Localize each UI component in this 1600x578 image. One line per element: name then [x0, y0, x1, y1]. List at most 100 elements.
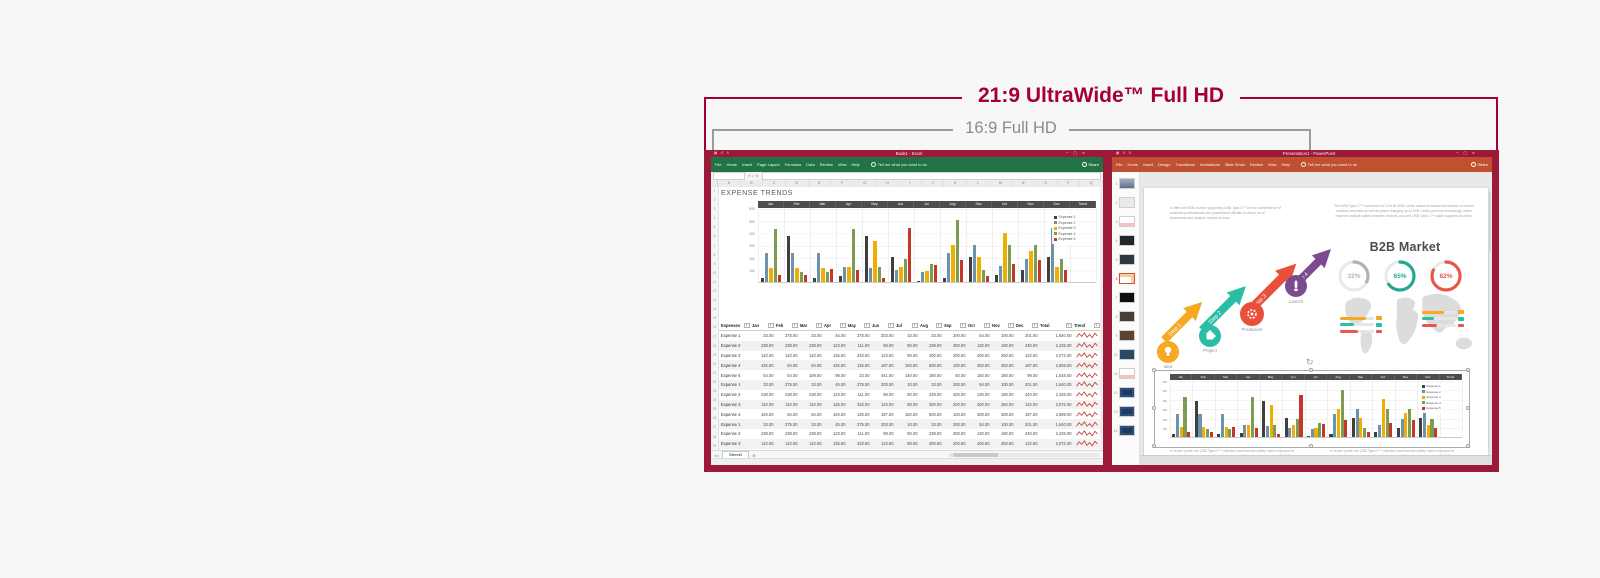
excel-formula-input[interactable] [761, 172, 1101, 180]
ribbon-tab-review[interactable]: Review [819, 162, 833, 167]
table-header-cell[interactable]: Jul ▾ [896, 322, 920, 329]
ppt-expense-chart[interactable]: Jan Feb Mar Apr May Jun Jul Aug Sep Oct Nov Dec Tren… [1158, 374, 1464, 444]
slide-thumbnail-13[interactable]: 13 [1112, 402, 1139, 421]
slide-thumbnail-2[interactable]: 2 [1112, 193, 1139, 212]
row-number[interactable]: 26 [712, 416, 717, 421]
rotate-handle-icon[interactable]: ↻ [1306, 357, 1314, 367]
slide-thumbnail-7[interactable]: 7 [1112, 288, 1139, 307]
column-header-O[interactable]: O [1035, 180, 1058, 187]
row-number[interactable]: 12 [712, 289, 717, 294]
slide-thumbnail-10[interactable]: 10 [1112, 345, 1139, 364]
excel-expense-chart[interactable]: EXPENSE TRENDS Jan Feb Mar Apr May Jun Jul Aug S… [719, 188, 1101, 318]
row-number[interactable]: 19 [712, 352, 717, 357]
row-number[interactable]: 24 [712, 398, 717, 403]
excel-share-button[interactable]: Share [1081, 162, 1099, 167]
row-number[interactable]: 27 [712, 425, 717, 430]
table-header-cell[interactable]: Expenses ▾ [719, 322, 752, 329]
add-sheet-button[interactable]: ⊕ [752, 452, 756, 458]
row-number[interactable]: 21 [712, 370, 717, 375]
ribbon-tab-design[interactable]: Design [1158, 162, 1171, 167]
filter-dropdown-icon[interactable]: ▾ [983, 322, 990, 329]
column-header-P[interactable]: P [1058, 180, 1081, 187]
selection-handle[interactable] [1465, 405, 1471, 411]
column-header-L[interactable]: L [967, 180, 990, 187]
select-all-corner[interactable] [711, 180, 718, 187]
row-number[interactable]: 14 [712, 307, 717, 312]
filter-dropdown-icon[interactable]: ▾ [911, 322, 918, 329]
column-header-G[interactable]: G [854, 180, 877, 187]
selection-handle[interactable] [1151, 443, 1157, 449]
column-header-D[interactable]: D [786, 180, 809, 187]
filter-dropdown-icon[interactable]: ▾ [791, 322, 798, 329]
ribbon-tab-file[interactable]: File [1116, 162, 1123, 167]
slide-thumbnail-8[interactable]: 8 [1112, 307, 1139, 326]
slide-thumbnail-3[interactable]: 3 [1112, 212, 1139, 231]
excel-horizontal-scrollbar[interactable] [949, 453, 1099, 457]
slide-thumbnail-6[interactable]: 6 [1112, 269, 1139, 288]
slide-thumbnail-1[interactable]: 1 [1112, 174, 1139, 193]
ribbon-tab-review[interactable]: Review [1249, 162, 1263, 167]
excel-row-numbers[interactable]: 1 2 3 4 5 6 7 8 9 10 11 12 13 14 15 16 17 18 19 20 21 22 23 24 2… [711, 187, 719, 451]
ribbon-tab-home[interactable]: Home [1127, 162, 1139, 167]
row-number[interactable]: 3 [713, 207, 716, 212]
row-number[interactable]: 8 [713, 252, 716, 257]
selection-handle[interactable] [1465, 443, 1471, 449]
table-header-cell[interactable]: Mar ▾ [800, 322, 824, 329]
filter-dropdown-icon[interactable]: ▾ [1065, 322, 1072, 329]
row-number[interactable]: 2 [713, 198, 716, 203]
excel-name-box[interactable] [713, 172, 745, 180]
table-header-cell[interactable]: Nov ▾ [992, 322, 1016, 329]
ribbon-tab-home[interactable]: Home [726, 162, 738, 167]
table-header-cell[interactable]: May ▾ [848, 322, 872, 329]
ppt-tell-me[interactable]: Tell me what you want to do [1300, 161, 1357, 168]
ribbon-tab-transitions[interactable]: Transitions [1175, 162, 1196, 167]
column-header-C[interactable]: C [763, 180, 786, 187]
ribbon-tab-animations[interactable]: Animations [1200, 162, 1220, 167]
excel-window-controls[interactable]: ─ ▢ ✕ [1066, 151, 1087, 155]
column-header-F[interactable]: F [831, 180, 854, 187]
ribbon-tab-data[interactable]: Data [806, 162, 815, 167]
row-number[interactable]: 25 [712, 407, 717, 412]
selection-handle[interactable] [1151, 405, 1157, 411]
ribbon-tab-view[interactable]: View [837, 162, 847, 167]
selection-handle[interactable] [1308, 367, 1314, 373]
filter-dropdown-icon[interactable]: ▾ [767, 322, 774, 329]
ribbon-tab-view[interactable]: View [1267, 162, 1277, 167]
column-header-H[interactable]: H [876, 180, 900, 187]
ribbon-tab-help[interactable]: Help [851, 162, 860, 167]
table-header-cell[interactable]: Feb ▾ [776, 322, 800, 329]
row-number[interactable]: 10 [712, 270, 717, 275]
row-number[interactable]: 23 [712, 389, 717, 394]
selection-handle[interactable] [1151, 367, 1157, 373]
excel-quick-access-toolbar[interactable]: ▦ ↺ ↻ [714, 151, 731, 155]
column-header-A[interactable]: A [718, 180, 741, 187]
filter-dropdown-icon[interactable]: ▾ [935, 322, 942, 329]
column-header-K[interactable]: K [944, 180, 968, 187]
row-number[interactable]: 1 [713, 189, 716, 193]
row-number[interactable]: 4 [713, 216, 716, 221]
slide-thumbnail-11[interactable]: 11 [1112, 364, 1139, 383]
ribbon-tab-slide-show[interactable]: Slide Show [1224, 162, 1245, 167]
ppt-notes-bar[interactable] [1140, 455, 1492, 465]
table-header-cell[interactable]: Sep ▾ [944, 322, 968, 329]
row-number[interactable]: 16 [712, 325, 717, 330]
filter-dropdown-icon[interactable]: ▾ [1093, 322, 1100, 329]
ppt-slide-thumbnails[interactable]: 1 2 3 4 5 6 7 8 9 10 11 12 13 14 [1112, 172, 1140, 465]
selection-handle[interactable] [1308, 443, 1314, 449]
table-header-cell[interactable]: Jan ▾ [752, 322, 776, 329]
ppt-slide-canvas[interactable]: It offers the B2B monitor supporting USB… [1144, 188, 1488, 465]
column-header-J[interactable]: J [922, 180, 945, 187]
row-number[interactable]: 11 [712, 279, 717, 284]
row-number[interactable]: 15 [712, 316, 717, 321]
selection-handle[interactable] [1465, 367, 1471, 373]
excel-vertical-scrollbar[interactable] [1100, 187, 1103, 451]
filter-dropdown-icon[interactable]: ▾ [1007, 322, 1014, 329]
row-number[interactable]: 5 [713, 225, 716, 230]
table-header-cell[interactable]: Oct ▾ [968, 322, 992, 329]
column-header-E[interactable]: E [809, 180, 832, 187]
column-header-Q[interactable]: Q [1080, 180, 1103, 187]
row-number[interactable]: 18 [712, 343, 717, 348]
ribbon-tab-page-layout[interactable]: Page Layout [757, 162, 780, 167]
slide-thumbnail-9[interactable]: 9 [1112, 326, 1139, 345]
filter-dropdown-icon[interactable]: ▾ [863, 322, 870, 329]
